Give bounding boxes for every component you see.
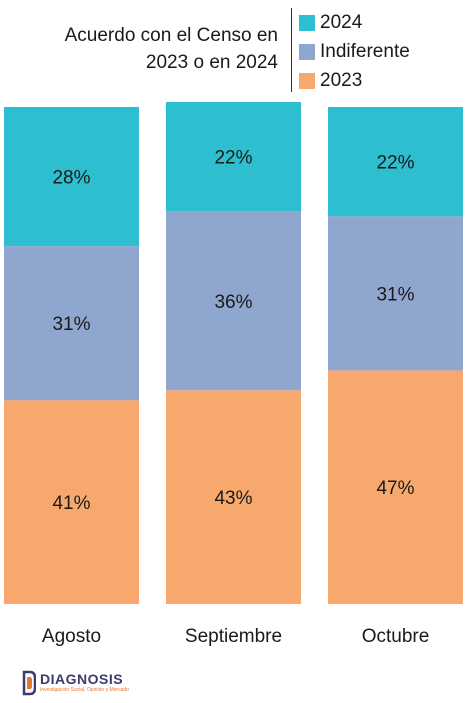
legend-swatch-indiferente [299, 43, 315, 60]
bar-septiembre-2024 [166, 102, 301, 212]
data-label-octubre-indiferente: 31% [376, 284, 414, 305]
diagnosis-logo-icon [22, 670, 36, 696]
category-label-octubre: Octubre [362, 626, 430, 647]
data-label-octubre-2023: 47% [376, 478, 414, 499]
bar-agosto-2024 [4, 107, 139, 247]
data-label-octubre-2024: 22% [376, 153, 414, 174]
data-label-agosto-indiferente: 31% [52, 314, 90, 335]
bar-septiembre-indiferente [166, 211, 301, 391]
category-label-agosto: Agosto [42, 626, 101, 647]
data-label-septiembre-2024: 22% [214, 148, 252, 169]
legend-item-2023: 2023 [299, 66, 410, 95]
data-label-septiembre-2023: 43% [214, 488, 252, 509]
legend-swatch-2023 [299, 72, 315, 89]
bar-agosto-2023 [4, 400, 139, 604]
data-label-septiembre-indiferente: 36% [214, 292, 252, 313]
category-label-septiembre: Septiembre [185, 626, 282, 647]
data-label-agosto-2023: 41% [52, 493, 90, 514]
legend-item-indiferente: Indiferente [299, 37, 410, 66]
diagnosis-logo: DIAGNOSIS Investigación Social, Opinión … [22, 670, 129, 696]
bar-septiembre-2023 [166, 390, 301, 604]
chart-title-line-2: 2023 o en 2024 [145, 52, 278, 73]
legend-item-2024: 2024 [299, 8, 410, 37]
bar-octubre-2024 [328, 107, 463, 217]
legend-label-2024: 2024 [320, 11, 363, 33]
chart-title: Acuerdo con el Censo en 2023 o en 2024 [18, 22, 278, 76]
chart-title-line-1: Acuerdo con el Censo en [64, 25, 278, 46]
stacked-bar-chart: 41% 31% 28% Agosto 43% 36% 22% Septiembre 47% 31%… [4, 102, 463, 647]
legend-swatch-2024 [299, 14, 315, 31]
logo-tagline: Investigación Social, Opinión y Mercado [40, 687, 129, 693]
legend-label-2023: 2023 [320, 69, 363, 91]
bar-octubre-2023 [328, 370, 463, 604]
legend-divider [291, 8, 292, 92]
bar-agosto-indiferente [4, 246, 139, 401]
legend: 2024 Indiferente 2023 [299, 8, 410, 95]
logo-name: DIAGNOSIS [40, 671, 124, 687]
data-label-agosto-2024: 28% [52, 168, 90, 189]
legend-label-indiferente: Indiferente [320, 40, 410, 62]
bar-octubre-indiferente [328, 216, 463, 371]
